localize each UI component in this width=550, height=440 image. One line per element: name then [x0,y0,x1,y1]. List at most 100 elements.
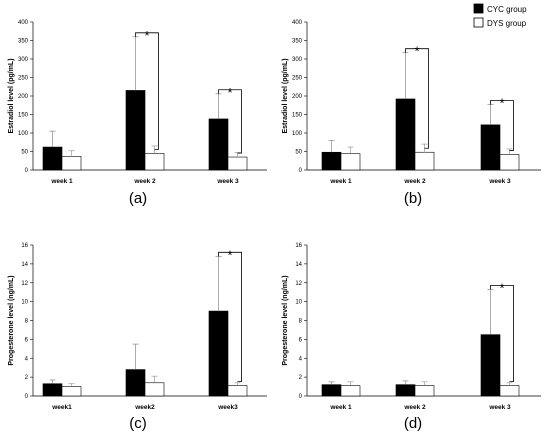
y-tick-label: 14 [295,262,302,268]
significance-bracket [135,32,159,150]
y-tick-label: 200 [18,94,29,100]
y-tick-label: 100 [292,131,303,137]
y-tick-label: 50 [21,150,28,156]
bar-dys [144,382,165,397]
bar-dys [144,153,165,171]
y-tick-label: 150 [18,113,29,119]
legend-item-cyc: CYC group [473,3,527,14]
chart-panel: 0 50 100 150 200 250 300 350 400 Estradiol level … [8,20,267,207]
bar-cyc [321,151,342,171]
bar-cyc [321,384,342,397]
category-label: week 3 [488,178,511,185]
y-tick-label: 350 [292,39,303,45]
panel-label: (d) [404,415,422,432]
y-tick-label: 12 [21,281,28,287]
bar-dys [499,385,520,397]
bar-cyc [208,118,229,171]
bar-cyc [480,124,501,171]
y-axis-title: Estradiol level (pg/mL) [282,58,289,133]
y-tick-label: 2 [25,375,29,381]
y-tick-label: 300 [18,57,29,63]
y-tick-label: 50 [295,150,302,156]
chart-panel: 0 2 4 6 8 10 12 14 16 Progesterone level (ng/mL) w… [8,243,267,432]
y-tick-label: 4 [299,356,303,362]
bar-dys [340,385,361,397]
y-tick-label: 16 [295,243,302,249]
y-axis-title: Progesterone level (ng/mL) [8,275,15,365]
bar-cyc [42,146,63,171]
legend-label-dys: DYS group [487,19,527,28]
y-tick-label: 6 [25,337,29,343]
panel-label: (b) [404,190,422,207]
significance-star: * [144,28,149,43]
bar-cyc [125,90,146,171]
y-tick-label: 400 [18,20,29,26]
category-label: week3 [217,404,238,411]
bar-cyc [395,384,416,397]
panel-label: (a) [129,190,147,207]
y-tick-label: 12 [295,281,302,287]
chart-panel: 0 2 4 6 8 10 12 14 16 Progesterone level (ng/mL) w… [282,243,541,432]
category-label: week 2 [403,178,426,185]
y-tick-label: 16 [21,243,28,249]
legend: CYC group DYS group [473,3,527,28]
category-label: week 2 [403,404,426,411]
significance-bracket [218,251,242,383]
y-tick-label: 350 [18,39,29,45]
significance-bracket [490,100,514,151]
category-label: week 2 [133,178,156,185]
y-tick-label: 10 [295,300,302,306]
category-label: week2 [134,404,155,411]
y-tick-label: 0 [299,168,303,174]
y-tick-label: 150 [292,113,303,119]
y-tick-label: 4 [25,356,29,362]
significance-star: * [227,85,232,100]
bar-cyc [125,369,146,397]
significance-star: * [499,96,504,111]
bar-dys [227,385,248,397]
bar-dys [340,153,361,171]
legend-item-dys: DYS group [473,17,527,28]
bar-cyc [480,334,501,397]
y-tick-label: 8 [25,319,29,325]
y-tick-label: 6 [299,337,303,343]
category-label: week 3 [216,178,239,185]
category-label: week 3 [488,404,511,411]
y-tick-label: 0 [299,394,303,400]
significance-bracket [218,89,242,154]
bar-cyc [208,310,229,397]
y-tick-label: 100 [18,131,29,137]
y-tick-label: 2 [299,375,303,381]
significance-star: * [499,280,504,295]
significance-bracket [405,48,429,149]
bar-dys [61,156,82,171]
y-tick-label: 14 [21,262,28,268]
y-tick-label: 200 [292,94,303,100]
significance-star: * [414,44,419,59]
category-label: week 1 [50,178,73,185]
category-label: week 1 [329,178,352,185]
category-label: week 1 [329,404,352,411]
y-tick-label: 0 [25,168,29,174]
bar-dys [499,154,520,171]
y-tick-label: 8 [299,319,303,325]
y-tick-label: 10 [21,300,28,306]
bar-cyc [395,98,416,171]
bar-dys [227,156,248,171]
bar-dys [414,385,435,397]
legend-swatch-cyc [473,3,484,14]
bar-dys [61,386,82,397]
significance-bracket [490,284,514,383]
y-tick-label: 250 [292,76,303,82]
chart-panel: 0 50 100 150 200 250 300 350 400 Estradiol level … [282,20,541,207]
bar-dys [414,151,435,171]
y-axis-title: Progesterone level (ng/mL) [282,275,289,365]
y-tick-label: 400 [292,20,303,26]
category-label: week1 [51,404,72,411]
bar-cyc [42,383,63,397]
y-tick-label: 250 [18,76,29,82]
legend-label-cyc: CYC group [487,5,527,14]
legend-swatch-dys [473,17,484,28]
